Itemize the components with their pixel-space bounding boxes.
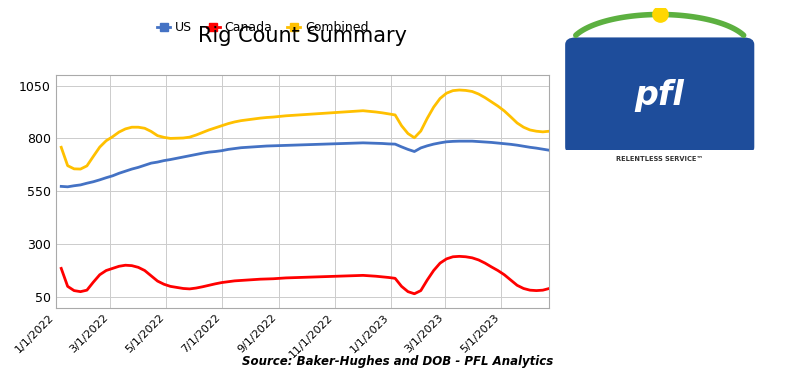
Text: Source: Baker-Hughes and DOB - PFL Analytics: Source: Baker-Hughes and DOB - PFL Analy… bbox=[242, 354, 554, 368]
Text: Rig Count Summary: Rig Count Summary bbox=[198, 26, 407, 46]
Text: pfl: pfl bbox=[634, 80, 685, 112]
Legend: US, Canada, Combined: US, Canada, Combined bbox=[153, 16, 373, 39]
FancyBboxPatch shape bbox=[565, 38, 755, 154]
Text: RELENTLESS SERVICE™: RELENTLESS SERVICE™ bbox=[616, 156, 703, 162]
